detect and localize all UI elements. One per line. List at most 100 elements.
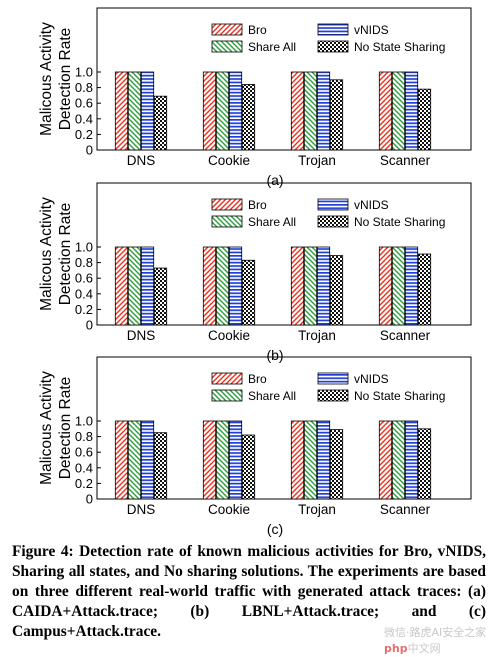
plot-frame: [96, 356, 472, 500]
legend-label: No State Sharing: [354, 40, 445, 54]
y-tick-label: 0.8: [75, 255, 93, 270]
bar-scanner-bro: [378, 420, 393, 500]
subfigure-label: (a): [266, 172, 283, 188]
figure-caption: Figure 4: Detection rate of known malici…: [12, 543, 486, 640]
bar-cookie-bro: [202, 246, 217, 326]
bar-trojan-share-all: [303, 246, 318, 326]
bar-dns-vnids: [140, 420, 155, 500]
plot-frame: [96, 7, 472, 151]
x-tick-label: DNS: [127, 153, 156, 168]
bar-scanner-share-all: [391, 71, 406, 151]
bar-scanner-no-state-sharing: [417, 253, 432, 326]
y-axis-label: Malicous Activity: [38, 197, 55, 311]
y-tick-label: 1.0: [75, 65, 93, 80]
bar-cookie-bro: [202, 420, 217, 500]
bar-dns-vnids: [140, 246, 155, 326]
bar-scanner-no-state-sharing: [417, 428, 432, 500]
y-axis-label: Detection Rate: [57, 377, 74, 480]
bar-scanner-share-all: [391, 246, 406, 326]
x-tick-label: DNS: [127, 502, 156, 517]
legend-swatch: [211, 389, 243, 402]
y-tick-label: 0: [86, 318, 93, 333]
x-tick-label: DNS: [127, 328, 156, 343]
y-tick-label: 0: [86, 143, 93, 158]
bar-dns-vnids: [140, 71, 155, 151]
legend-label: vNIDS: [354, 198, 389, 212]
x-tick-label: Scanner: [380, 502, 431, 517]
bar-scanner-share-all: [391, 420, 406, 500]
watermark: 微信·路虎AI安全之家 php中文网: [384, 624, 494, 656]
subfigure-label: (c): [267, 521, 283, 537]
legend-label: Share All: [248, 389, 296, 403]
bar-trojan-bro: [290, 420, 305, 500]
bar-cookie-share-all: [215, 246, 230, 326]
bar-dns-share-all: [127, 71, 142, 151]
y-tick-label: 0.6: [75, 271, 93, 286]
bar-dns-no-state-sharing: [153, 267, 168, 326]
legend-label: No State Sharing: [354, 215, 445, 229]
bar-trojan-no-state-sharing: [329, 429, 344, 500]
y-tick-label: 0.4: [75, 286, 93, 301]
bar-cookie-bro: [202, 71, 217, 151]
bar-cookie-no-state-sharing: [241, 84, 256, 151]
y-tick-label: 0.6: [75, 445, 93, 460]
legend-label: Bro: [248, 372, 267, 386]
bar-trojan-bro: [290, 246, 305, 326]
y-axis-label: Malicous Activity: [38, 371, 55, 485]
bar-dns-share-all: [127, 420, 142, 500]
chart-panel-a: 00.20.40.60.81.0 Malicous Activity Detecti…: [38, 7, 472, 188]
x-tick-label: Scanner: [380, 153, 431, 168]
bar-scanner-vnids: [404, 420, 419, 500]
y-tick-label: 1.0: [75, 240, 93, 255]
x-tick-label: Cookie: [208, 328, 250, 343]
legend-label: vNIDS: [354, 23, 389, 37]
bar-trojan-vnids: [316, 420, 331, 500]
x-tick-label: Scanner: [380, 328, 431, 343]
bar-dns-share-all: [127, 246, 142, 326]
bar-trojan-no-state-sharing: [329, 79, 344, 151]
y-tick-label: 0: [86, 492, 93, 507]
bar-scanner-bro: [378, 71, 393, 151]
legend-swatch: [211, 40, 243, 53]
bar-cookie-vnids: [228, 71, 243, 151]
bar-trojan-bro: [290, 71, 305, 151]
subfigure-label: (b): [266, 347, 283, 363]
watermark-text: 微信·路虎AI安全之家: [384, 626, 487, 639]
y-tick-label: 0.8: [75, 429, 93, 444]
y-axis-label: Detection Rate: [57, 28, 74, 131]
legend-swatch: [317, 23, 349, 36]
bar-cookie-vnids: [228, 246, 243, 326]
plot-frame: [96, 182, 472, 326]
bar-dns-bro: [114, 420, 129, 500]
x-tick-label: Cookie: [208, 502, 250, 517]
chart-panel-c: 00.20.40.60.81.0 Malicous Activity Detecti…: [38, 356, 472, 537]
bar-scanner-bro: [378, 246, 393, 326]
bar-cookie-no-state-sharing: [241, 259, 256, 326]
legend-swatch: [211, 215, 243, 228]
y-tick-label: 0.8: [75, 80, 93, 95]
legend-swatch: [211, 372, 243, 385]
y-tick-label: 1.0: [75, 414, 93, 429]
bar-dns-bro: [114, 246, 129, 326]
bar-scanner-vnids: [404, 71, 419, 151]
x-tick-label: Trojan: [298, 153, 336, 168]
legend-swatch: [317, 389, 349, 402]
x-tick-label: Trojan: [298, 502, 336, 517]
legend-label: vNIDS: [354, 372, 389, 386]
bar-cookie-share-all: [215, 420, 230, 500]
y-tick-label: 0.2: [75, 127, 93, 142]
bar-cookie-share-all: [215, 71, 230, 151]
x-tick-label: Trojan: [298, 328, 336, 343]
legend-label: Share All: [248, 215, 296, 229]
y-tick-label: 0.2: [75, 476, 93, 491]
bar-cookie-no-state-sharing: [241, 434, 256, 500]
legend-swatch: [317, 40, 349, 53]
watermark-suffix: 中文网: [407, 642, 441, 655]
bar-trojan-share-all: [303, 71, 318, 151]
y-tick-label: 0.2: [75, 302, 93, 317]
watermark-brand: php: [384, 642, 408, 655]
legend-label: Share All: [248, 40, 296, 54]
bar-scanner-vnids: [404, 246, 419, 326]
bar-dns-no-state-sharing: [153, 95, 168, 151]
y-tick-label: 0.4: [75, 111, 93, 126]
